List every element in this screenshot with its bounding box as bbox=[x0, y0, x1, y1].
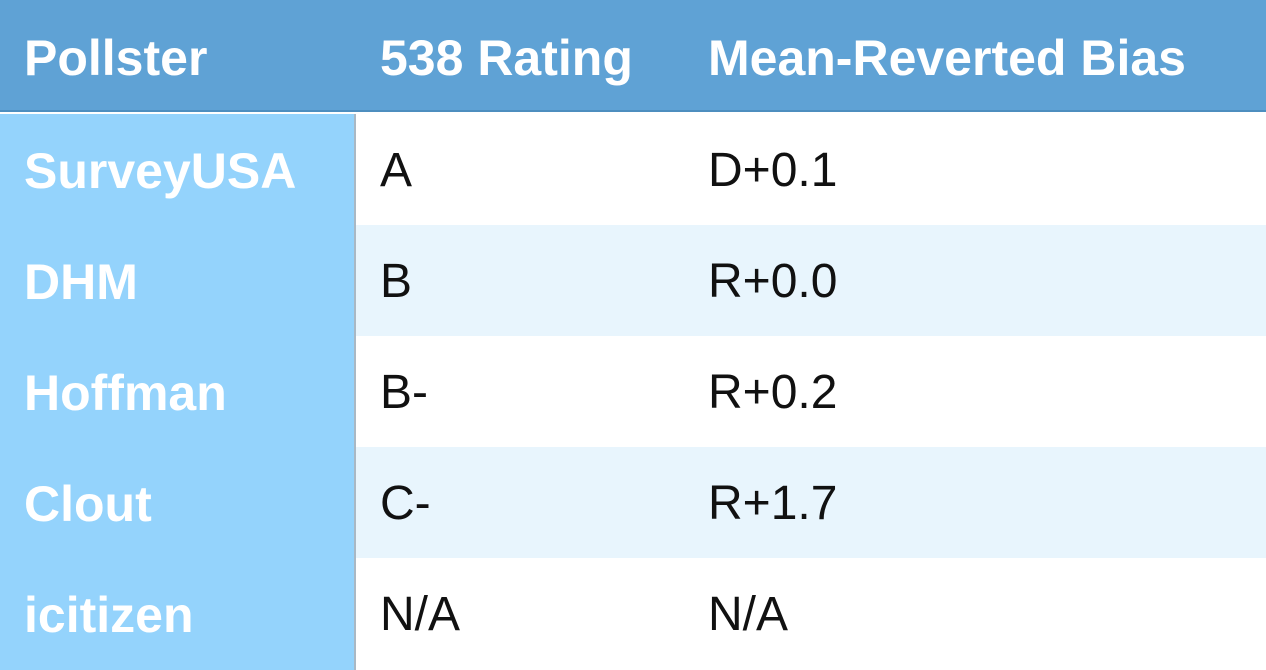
pollster-cell bbox=[0, 447, 356, 558]
header-pollster: Pollster bbox=[24, 30, 208, 86]
rating-value: B- bbox=[380, 366, 428, 419]
pollster-name: SurveyUSA bbox=[24, 143, 297, 199]
pollster-cell bbox=[0, 336, 356, 447]
table-row: Hoffman B- R+0.2 bbox=[0, 336, 1266, 447]
pollster-name: Clout bbox=[24, 476, 152, 532]
rating-value: N/A bbox=[380, 588, 461, 641]
rating-value: C- bbox=[380, 477, 431, 530]
table-row: icitizen N/A N/A bbox=[0, 558, 1266, 670]
pollster-cell bbox=[0, 225, 356, 336]
pollster-name: DHM bbox=[24, 254, 138, 310]
bias-value: R+0.0 bbox=[708, 255, 838, 308]
header-mean-reverted-bias: Mean-Reverted Bias bbox=[708, 30, 1186, 86]
pollster-name: Hoffman bbox=[24, 365, 227, 421]
bias-value: N/A bbox=[708, 588, 789, 641]
header-538-rating: 538 Rating bbox=[380, 30, 633, 86]
bias-value: D+0.1 bbox=[708, 144, 838, 197]
table-header-row: Pollster 538 Rating Mean-Reverted Bias bbox=[0, 0, 1266, 112]
bias-value: R+1.7 bbox=[708, 477, 838, 530]
table-row: SurveyUSA A D+0.1 bbox=[0, 114, 1266, 225]
pollster-cell bbox=[0, 558, 356, 670]
rating-value: B bbox=[380, 255, 413, 308]
rating-value: A bbox=[380, 144, 413, 197]
table-row: DHM B R+0.0 bbox=[0, 225, 1266, 336]
pollster-cell bbox=[0, 114, 356, 225]
bias-value: R+0.2 bbox=[708, 366, 838, 419]
table-row: Clout C- R+1.7 bbox=[0, 447, 1266, 558]
pollster-name: icitizen bbox=[24, 587, 194, 643]
